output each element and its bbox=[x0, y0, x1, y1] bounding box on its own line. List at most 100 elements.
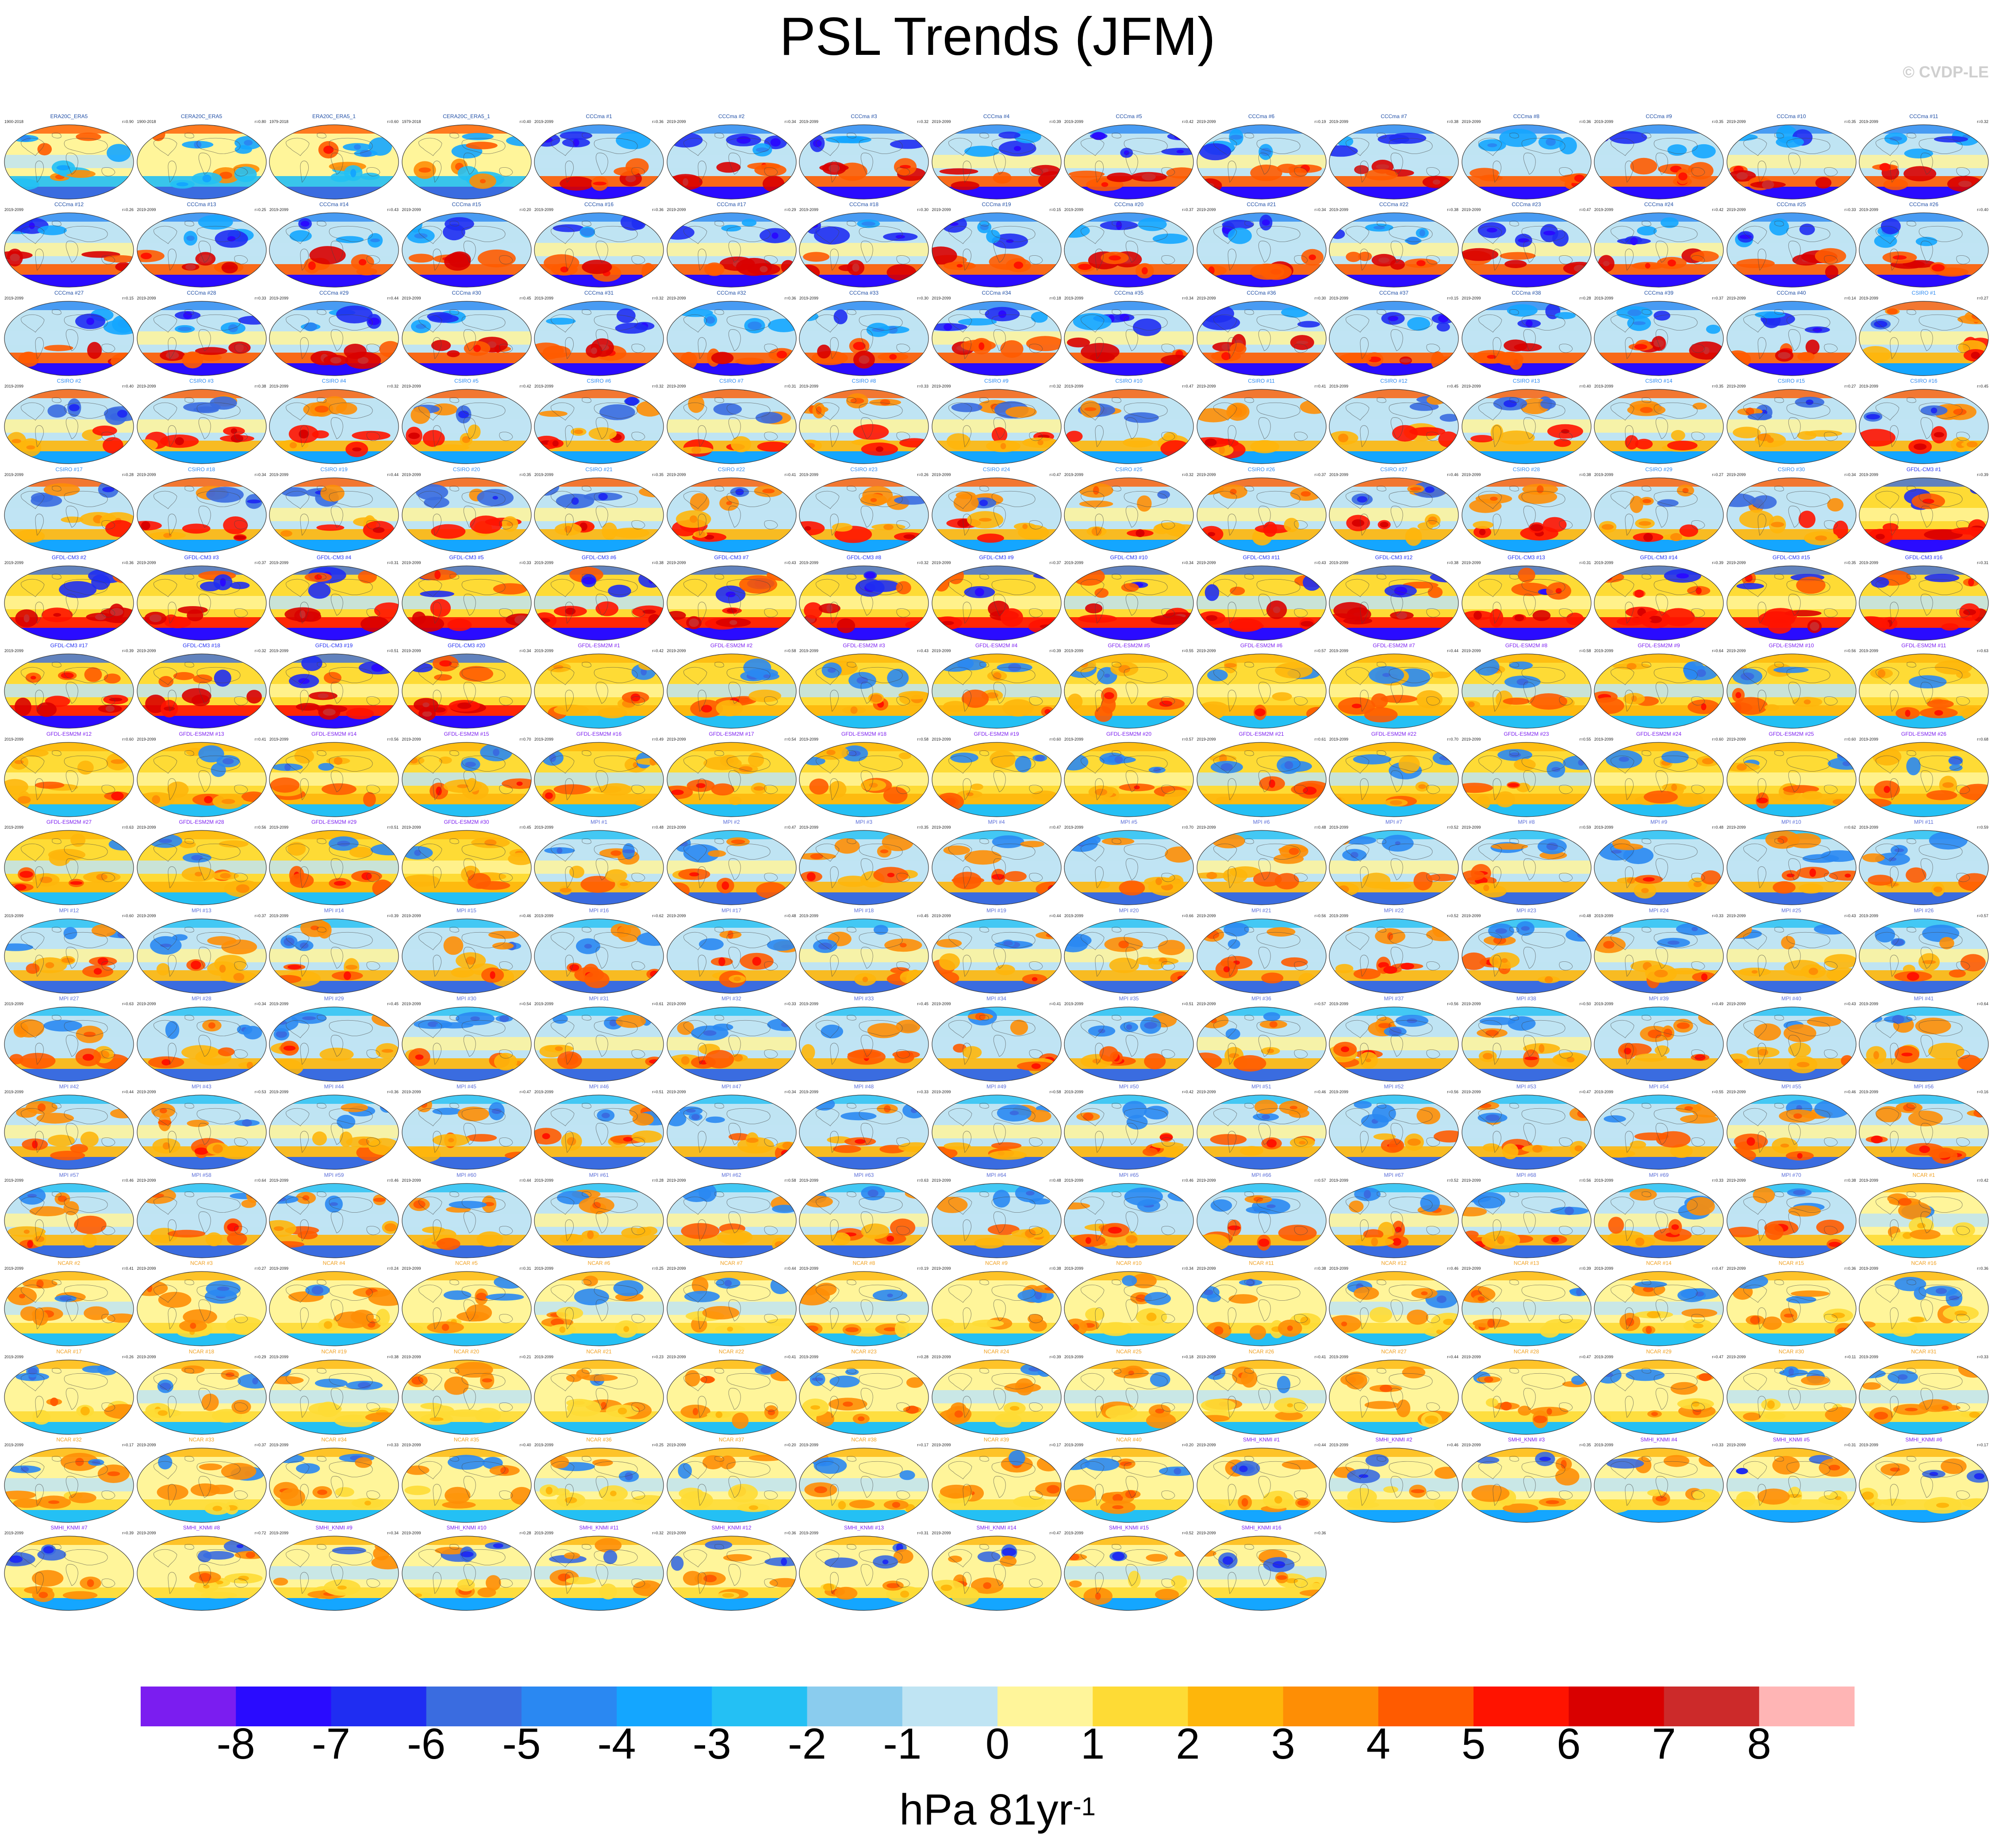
map-panel-correlation: r=0.35 bbox=[1712, 119, 1723, 124]
trend-blob bbox=[951, 181, 979, 190]
tropical-band bbox=[137, 772, 266, 786]
map-panel-title: CCCma #16 bbox=[584, 201, 614, 208]
map-panel: CCCma #22 2019-2099 r=0.38 bbox=[1328, 201, 1459, 288]
trend-blob bbox=[198, 745, 224, 763]
trend-core bbox=[1205, 615, 1217, 621]
map-panel-title: ERA20C_ERA5_1 bbox=[312, 113, 356, 119]
map-panel-correlation: r=0.44 bbox=[122, 1090, 134, 1095]
trend-blob bbox=[1875, 926, 1895, 942]
map-panel-years: 2019-2099 bbox=[1197, 913, 1216, 918]
map-panel-correlation: r=0.52 bbox=[1447, 913, 1458, 918]
map-panel-correlation: r=0.51 bbox=[387, 649, 399, 653]
trend-core bbox=[1031, 1063, 1041, 1069]
antarctic-band bbox=[137, 275, 266, 288]
map-panel-correlation: r=0.27 bbox=[1712, 472, 1723, 477]
arctic-band bbox=[269, 830, 399, 840]
tropical-band bbox=[402, 331, 531, 345]
map-panel-years: 2019-2099 bbox=[932, 649, 951, 653]
world-map bbox=[1196, 565, 1327, 641]
trend-core bbox=[545, 792, 553, 799]
world-map bbox=[1859, 301, 1989, 376]
arctic-band bbox=[667, 1007, 796, 1016]
trend-core bbox=[1350, 852, 1358, 858]
trend-blob bbox=[494, 1053, 517, 1071]
coastline bbox=[52, 133, 61, 138]
trend-blob bbox=[195, 347, 227, 355]
trend-blob bbox=[467, 873, 491, 889]
map-panel-title: GFDL-ESM2M #22 bbox=[1371, 730, 1417, 737]
trend-core bbox=[1485, 1030, 1499, 1036]
map-panel-title: CCCma #7 bbox=[1381, 113, 1407, 119]
trend-core bbox=[865, 572, 875, 579]
map-panel-years: 2019-2099 bbox=[402, 1002, 421, 1006]
world-map bbox=[1859, 212, 1989, 288]
trend-core bbox=[1757, 1049, 1768, 1056]
trend-blob bbox=[1229, 587, 1245, 596]
coastline bbox=[52, 221, 61, 227]
trend-blob bbox=[165, 1021, 179, 1039]
trend-core bbox=[1873, 1051, 1879, 1060]
map-panel: CCCma #3 2019-2099 r=0.32 bbox=[798, 113, 929, 200]
coastline bbox=[1521, 226, 1565, 242]
map-panel-title: MPI #3 bbox=[855, 819, 872, 826]
map-panel-years: 2019-2099 bbox=[137, 207, 156, 212]
antarctic-band bbox=[667, 275, 796, 288]
trend-blob bbox=[1616, 617, 1645, 626]
arctic-band bbox=[269, 1007, 399, 1016]
map-panel-title: CSIRO #17 bbox=[55, 466, 83, 473]
world-map bbox=[1726, 477, 1857, 553]
trend-blob bbox=[638, 661, 657, 671]
tropical-band bbox=[269, 331, 399, 345]
trend-core bbox=[1736, 763, 1747, 771]
trend-core bbox=[353, 144, 361, 150]
trend-blob bbox=[1802, 854, 1839, 863]
map-panel-years: 2019-2099 bbox=[1859, 384, 1879, 389]
arctic-band bbox=[269, 654, 399, 663]
map-panel-title: GFDL-ESM2M #1 bbox=[578, 642, 620, 649]
map-panel-correlation: r=0.49 bbox=[652, 737, 664, 742]
trend-core bbox=[1555, 588, 1562, 594]
map-panel: MPI #24 2019-2099 r=0.33 bbox=[1593, 907, 1724, 994]
map-panel-title: CCCma #21 bbox=[1247, 201, 1276, 208]
map-panel-years: 2019-2099 bbox=[1197, 384, 1216, 389]
map-panel-years: 2019-2099 bbox=[1594, 384, 1614, 389]
antarctic-band bbox=[402, 804, 531, 817]
tropical-band bbox=[1064, 772, 1193, 786]
arctic-band bbox=[1197, 301, 1326, 310]
map-panel: CCCma #12 2019-2099 r=0.26 bbox=[4, 201, 134, 288]
coastline bbox=[1559, 255, 1573, 265]
trend-blob bbox=[552, 224, 584, 232]
trend-blob bbox=[1634, 1053, 1667, 1062]
map-panel-title: CCCma #1 bbox=[586, 113, 612, 119]
trend-blob bbox=[900, 971, 917, 984]
trend-blob bbox=[951, 876, 984, 884]
coastline bbox=[1611, 138, 1634, 156]
world-map bbox=[534, 742, 664, 817]
arctic-band bbox=[534, 477, 664, 487]
map-panel: GFDL-ESM2M #29 2019-2099 r=0.51 bbox=[269, 819, 399, 906]
arctic-band bbox=[1594, 301, 1723, 310]
world-map bbox=[401, 1007, 532, 1082]
coastline bbox=[1521, 138, 1565, 154]
trend-core bbox=[1034, 755, 1045, 761]
trend-core bbox=[140, 253, 152, 260]
map-panel: CCCma #39 2019-2099 r=0.37 bbox=[1593, 290, 1724, 377]
trend-blob bbox=[1212, 834, 1245, 849]
arctic-band bbox=[1594, 477, 1723, 487]
world-map bbox=[666, 742, 797, 817]
antarctic-band bbox=[799, 804, 928, 817]
arctic-band bbox=[1726, 654, 1856, 663]
coastline bbox=[317, 133, 326, 138]
arctic-band bbox=[1462, 742, 1591, 751]
map-panel: GFDL-CM3 #7 2019-2099 r=0.43 bbox=[666, 554, 797, 641]
trend-core bbox=[1958, 181, 1972, 187]
map-panel: GFDL-CM3 #19 2019-2099 r=0.51 bbox=[269, 642, 399, 729]
trend-core bbox=[1400, 358, 1412, 363]
trend-blob bbox=[1107, 173, 1133, 182]
map-panel-years: 2019-2099 bbox=[1594, 737, 1614, 742]
trend-blob bbox=[84, 667, 102, 682]
trend-core bbox=[300, 221, 310, 227]
world-map bbox=[1594, 477, 1724, 553]
map-panel: CSIRO #15 2019-2099 r=0.27 bbox=[1726, 378, 1857, 465]
map-panel-grid: ERA20C_ERA5 1900-2018 r=0.90 CERA20C_ERA5 19… bbox=[4, 113, 1989, 1611]
